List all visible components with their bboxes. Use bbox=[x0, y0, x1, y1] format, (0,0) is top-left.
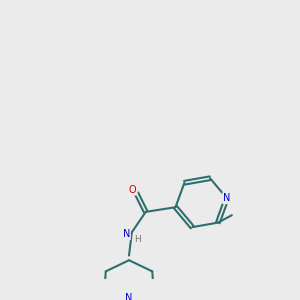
Text: N: N bbox=[125, 293, 133, 300]
Text: N: N bbox=[122, 229, 130, 239]
Text: O: O bbox=[129, 184, 136, 194]
Text: H: H bbox=[134, 235, 141, 244]
Text: N: N bbox=[223, 193, 230, 203]
